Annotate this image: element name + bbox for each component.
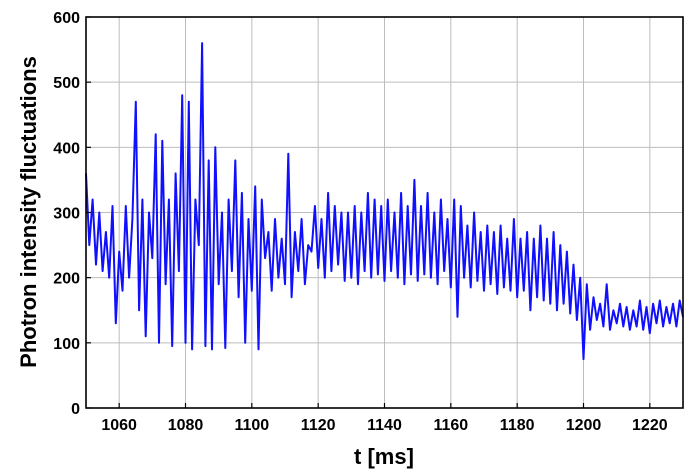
x-tick-label: 1220 bbox=[632, 417, 668, 434]
y-tick-label: 200 bbox=[53, 271, 80, 288]
x-tick-label: 1080 bbox=[168, 417, 204, 434]
x-tick-label: 1060 bbox=[101, 417, 137, 434]
y-tick-label: 600 bbox=[53, 10, 80, 27]
x-axis: 1060 1080 1100 1120 1140 1160 1180 1200 1220 bbox=[101, 403, 668, 434]
y-axis: 0 100 200 300 400 500 600 bbox=[53, 10, 91, 418]
x-tick-label: 1140 bbox=[367, 417, 402, 434]
data-series bbox=[85, 42, 684, 361]
series-line bbox=[85, 42, 684, 361]
y-tick-label: 300 bbox=[53, 206, 80, 223]
y-tick-label: 500 bbox=[53, 75, 80, 92]
x-axis-label: t [ms] bbox=[354, 444, 414, 469]
y-tick-label: 400 bbox=[53, 140, 80, 157]
x-tick-label: 1120 bbox=[301, 417, 336, 434]
x-tick-label: 1100 bbox=[234, 417, 269, 434]
y-tick-label: 0 bbox=[71, 401, 80, 418]
y-tick-label: 100 bbox=[53, 336, 80, 353]
x-tick-label: 1180 bbox=[500, 417, 535, 434]
x-tick-label: 1200 bbox=[566, 417, 602, 434]
y-axis-label: Photron intensity fluctuations bbox=[16, 56, 41, 368]
x-tick-label: 1160 bbox=[433, 417, 468, 434]
